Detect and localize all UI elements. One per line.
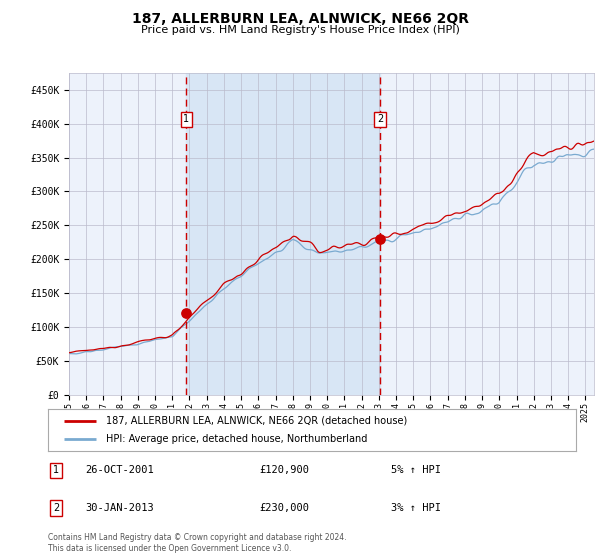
Text: 2: 2 xyxy=(53,503,59,513)
Text: 1: 1 xyxy=(53,465,59,475)
Text: 5% ↑ HPI: 5% ↑ HPI xyxy=(391,465,441,475)
Text: 26-OCT-2001: 26-OCT-2001 xyxy=(85,465,154,475)
Text: 2: 2 xyxy=(377,114,383,124)
Text: Contains HM Land Registry data © Crown copyright and database right 2024.
This d: Contains HM Land Registry data © Crown c… xyxy=(48,533,347,553)
Bar xyxy=(187,73,380,395)
Text: £230,000: £230,000 xyxy=(259,503,309,513)
Text: 1: 1 xyxy=(184,114,190,124)
Point xyxy=(182,309,191,318)
Text: 30-JAN-2013: 30-JAN-2013 xyxy=(85,503,154,513)
Text: HPI: Average price, detached house, Northumberland: HPI: Average price, detached house, Nort… xyxy=(106,434,367,444)
Text: 187, ALLERBURN LEA, ALNWICK, NE66 2QR (detached house): 187, ALLERBURN LEA, ALNWICK, NE66 2QR (d… xyxy=(106,416,407,426)
Text: Price paid vs. HM Land Registry's House Price Index (HPI): Price paid vs. HM Land Registry's House … xyxy=(140,25,460,35)
Point xyxy=(376,235,385,244)
Text: 3% ↑ HPI: 3% ↑ HPI xyxy=(391,503,441,513)
Text: 187, ALLERBURN LEA, ALNWICK, NE66 2QR: 187, ALLERBURN LEA, ALNWICK, NE66 2QR xyxy=(131,12,469,26)
Text: £120,900: £120,900 xyxy=(259,465,309,475)
